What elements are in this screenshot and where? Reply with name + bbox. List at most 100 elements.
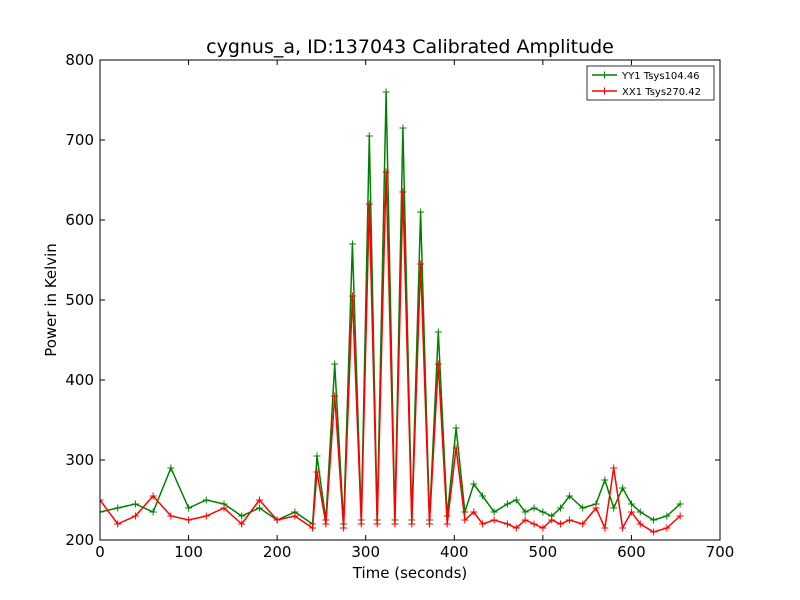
y-tick-label: 500 xyxy=(65,291,94,309)
x-tick-label: 300 xyxy=(351,543,380,561)
data-point xyxy=(503,520,511,528)
data-point xyxy=(185,504,193,512)
data-point xyxy=(627,508,635,516)
data-point xyxy=(313,468,321,476)
data-point xyxy=(521,508,529,516)
x-tick-label: 600 xyxy=(617,543,646,561)
series-line xyxy=(100,171,681,533)
y-tick-label: 400 xyxy=(65,371,94,389)
data-point xyxy=(238,512,246,520)
data-point xyxy=(291,512,299,520)
data-point xyxy=(149,508,157,516)
data-point xyxy=(331,360,339,368)
legend: YY1 Tsys104.46 XX1 Tsys270.42 xyxy=(586,65,715,101)
data-point xyxy=(601,476,609,484)
data-point xyxy=(131,512,139,520)
data-point xyxy=(417,260,425,268)
y-tick-label: 600 xyxy=(65,211,94,229)
data-point xyxy=(202,512,210,520)
data-point xyxy=(167,512,175,520)
data-point xyxy=(100,496,104,504)
data-point xyxy=(470,508,478,516)
data-point xyxy=(357,520,365,528)
data-point xyxy=(539,508,547,516)
data-point xyxy=(331,392,339,400)
data-point xyxy=(149,492,157,500)
data-point xyxy=(548,516,556,524)
data-point xyxy=(636,508,644,516)
legend-entry-label: YY1 Tsys104.46 xyxy=(621,71,700,82)
x-tick-label: 0 xyxy=(95,543,105,561)
data-point xyxy=(490,516,498,524)
x-tick-label: 100 xyxy=(174,543,203,561)
data-point xyxy=(348,240,356,248)
legend-marker xyxy=(601,87,608,95)
data-point xyxy=(114,520,122,528)
data-point xyxy=(565,516,573,524)
data-point xyxy=(255,496,263,504)
data-point xyxy=(365,132,373,140)
data-point xyxy=(167,464,175,472)
data-point xyxy=(601,524,609,532)
data-point xyxy=(530,504,538,512)
data-point xyxy=(452,424,460,432)
data-point xyxy=(100,508,104,516)
data-point xyxy=(512,524,520,532)
data-point xyxy=(399,124,407,132)
data-point xyxy=(650,528,658,536)
data-point xyxy=(521,516,529,524)
data-point xyxy=(382,168,390,176)
x-tick-label: 200 xyxy=(263,543,292,561)
data-point xyxy=(512,496,520,504)
y-tick-label: 200 xyxy=(65,531,94,549)
data-point xyxy=(322,520,330,528)
data-point xyxy=(373,520,381,528)
data-point xyxy=(503,500,511,508)
data-point xyxy=(131,500,139,508)
data-point xyxy=(434,360,442,368)
data-point xyxy=(479,492,487,500)
data-point xyxy=(557,520,565,528)
series-layer xyxy=(100,88,684,536)
data-point xyxy=(114,504,122,512)
data-point xyxy=(579,520,587,528)
data-point xyxy=(470,480,478,488)
data-point xyxy=(461,516,469,524)
data-point xyxy=(443,520,451,528)
legend-box xyxy=(586,65,715,101)
data-point xyxy=(490,508,498,516)
data-point xyxy=(382,88,390,96)
x-axis-ticks: 0 100 200 300 400 500 600 700 xyxy=(95,60,734,561)
data-point xyxy=(663,512,671,520)
data-point xyxy=(610,464,618,472)
data-point xyxy=(579,504,587,512)
data-point xyxy=(610,504,618,512)
x-tick-label: 500 xyxy=(529,543,558,561)
data-point xyxy=(530,520,538,528)
y-tick-label: 300 xyxy=(65,451,94,469)
legend-marker xyxy=(601,71,608,79)
y-axis-ticks: 200 300 400 500 600 700 800 xyxy=(65,51,720,549)
data-point xyxy=(238,520,246,528)
data-point xyxy=(348,292,356,300)
y-tick-label: 700 xyxy=(65,131,94,149)
data-point xyxy=(408,520,416,528)
data-point xyxy=(425,520,433,528)
data-point xyxy=(309,524,317,532)
data-point xyxy=(557,504,565,512)
data-point xyxy=(313,452,321,460)
data-point xyxy=(220,504,228,512)
data-point xyxy=(592,504,600,512)
data-point xyxy=(539,524,547,532)
x-tick-label: 700 xyxy=(706,543,735,561)
legend-entry-label: XX1 Tsys270.42 xyxy=(622,87,701,98)
data-point xyxy=(619,484,627,492)
data-point xyxy=(452,444,460,452)
data-point xyxy=(417,208,425,216)
data-point xyxy=(663,524,671,532)
data-point xyxy=(255,504,263,512)
data-point xyxy=(434,328,442,336)
data-point xyxy=(565,492,573,500)
data-point xyxy=(202,496,210,504)
